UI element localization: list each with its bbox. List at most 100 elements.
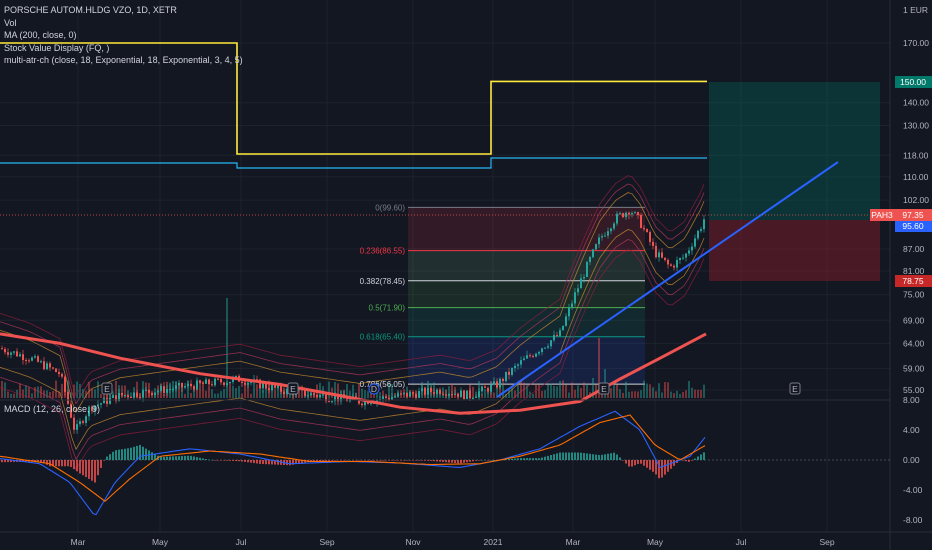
macd-histogram-bar bbox=[619, 457, 621, 460]
macd-histogram-bar bbox=[343, 460, 345, 461]
candle-body bbox=[598, 237, 600, 245]
macd-histogram-bar bbox=[550, 455, 552, 460]
volume-bar bbox=[244, 380, 246, 398]
price-tick-label: 59.00 bbox=[903, 363, 925, 373]
macd-histogram-bar bbox=[382, 460, 384, 461]
entry-price-tag: 95.60 bbox=[902, 221, 924, 231]
atr-legend[interactable]: multi-atr-ch (close, 18, Exponential, 18… bbox=[4, 55, 243, 65]
price-axis[interactable]: 170.00 140.00 130.00 118.00 110.00 102.00 87.0… bbox=[903, 5, 929, 395]
volume-bar bbox=[208, 386, 210, 398]
volume-bar bbox=[472, 386, 474, 398]
fib-labels: 0(99.60) 0.236(86.55) 0.382(78.45) 0.5(71.9… bbox=[360, 203, 406, 389]
event-marker-label: E bbox=[601, 384, 607, 394]
macd-histogram-bar bbox=[316, 460, 318, 462]
fib-retracement[interactable] bbox=[408, 206, 645, 385]
volume-bar bbox=[214, 393, 216, 398]
volume-bar bbox=[625, 381, 627, 398]
volume-bar bbox=[52, 391, 54, 398]
target-zone[interactable] bbox=[709, 82, 880, 220]
macd-histogram-bar bbox=[64, 460, 66, 467]
vol-legend[interactable]: Vol bbox=[4, 17, 17, 28]
macd-histogram-bar bbox=[139, 445, 141, 460]
volume-bar bbox=[61, 383, 63, 398]
candle-body bbox=[112, 395, 114, 398]
macd-histogram-bar bbox=[103, 460, 105, 461]
volume-bar bbox=[388, 382, 390, 398]
volume-bar bbox=[481, 393, 483, 398]
candle-body bbox=[175, 385, 177, 389]
candle-body bbox=[595, 244, 597, 250]
candle-body bbox=[31, 357, 33, 361]
volume-bar bbox=[265, 383, 267, 398]
macd-histogram-bar bbox=[460, 460, 462, 464]
trendline[interactable] bbox=[496, 161, 839, 398]
candle-body bbox=[160, 386, 162, 391]
candle-body bbox=[220, 378, 222, 383]
candle-body bbox=[283, 391, 285, 395]
symbol-title[interactable]: PORSCHE AUTOM.HLDG VZO, 1D, XETR bbox=[4, 5, 177, 15]
candle-body bbox=[652, 241, 654, 246]
macd-histogram-bar bbox=[79, 460, 81, 474]
candle-body bbox=[562, 325, 564, 331]
stop-zone[interactable] bbox=[709, 220, 880, 281]
candle-body bbox=[13, 351, 15, 353]
candle-body bbox=[685, 253, 687, 258]
macd-axis[interactable]: 8.00 4.00 0.00 -4.00 -8.00 bbox=[903, 395, 923, 525]
candle-body bbox=[61, 373, 63, 377]
candle-body bbox=[217, 378, 219, 380]
earnings-marker bbox=[789, 382, 801, 395]
volume-bar bbox=[367, 391, 369, 398]
time-tick-label: Mar bbox=[71, 537, 86, 547]
ma-legend[interactable]: MA (200, close, 0) bbox=[4, 30, 77, 40]
macd-histogram-bar bbox=[616, 454, 618, 460]
volume-bar bbox=[10, 393, 12, 398]
candle-body bbox=[262, 383, 264, 389]
volume-bar bbox=[670, 391, 672, 398]
macd-histogram-bar bbox=[529, 458, 531, 460]
volume-bar bbox=[667, 382, 669, 398]
macd-histogram-bar bbox=[448, 460, 450, 463]
candle-body bbox=[52, 367, 54, 369]
macd-histogram-bar bbox=[340, 460, 342, 461]
volume-bar bbox=[691, 387, 693, 398]
macd-histogram-bar bbox=[52, 460, 54, 467]
fib-level-label: 0.382(78.45) bbox=[360, 277, 406, 286]
candle-body bbox=[700, 229, 702, 231]
macd-legend[interactable]: MACD (12, 26, close, 9) bbox=[4, 404, 101, 414]
candle-body bbox=[547, 346, 549, 348]
candle-body bbox=[481, 386, 483, 392]
macd-histogram-bar bbox=[349, 460, 351, 461]
candle-body bbox=[94, 405, 96, 412]
price-tick-label: 55.00 bbox=[903, 385, 925, 395]
candle-body bbox=[640, 215, 642, 228]
candle-body bbox=[619, 213, 621, 215]
time-tick-label: 2021 bbox=[484, 537, 503, 547]
candle-body bbox=[379, 398, 381, 400]
macd-histogram-bar bbox=[106, 456, 108, 460]
macd-histogram-bar bbox=[328, 460, 330, 461]
price-tick-label: 102.00 bbox=[903, 195, 929, 205]
candle-body bbox=[34, 356, 36, 358]
candle-body bbox=[436, 389, 438, 394]
candle-body bbox=[37, 356, 39, 362]
time-axis[interactable]: Mar May Jul Sep Nov 2021 Mar May Jul Sep bbox=[71, 537, 835, 547]
candle-body bbox=[244, 383, 246, 385]
macd-histogram-bar bbox=[151, 452, 153, 460]
earnings-marker bbox=[287, 382, 299, 395]
candle-body bbox=[361, 403, 363, 406]
volume-bar bbox=[619, 389, 621, 398]
candle-body bbox=[703, 219, 705, 230]
candle-body bbox=[589, 257, 591, 263]
volume-bar bbox=[487, 391, 489, 398]
candle-body bbox=[610, 228, 612, 232]
svd-legend[interactable]: Stock Value Display (FQ, ) bbox=[4, 42, 110, 53]
macd-histogram-bar bbox=[475, 460, 477, 461]
macd-histogram-bar bbox=[220, 460, 222, 461]
atr-upper-band bbox=[0, 183, 705, 405]
candle-body bbox=[181, 382, 183, 388]
candle-body bbox=[67, 391, 69, 404]
volume-bar bbox=[211, 389, 213, 398]
volume-bar bbox=[568, 392, 570, 398]
